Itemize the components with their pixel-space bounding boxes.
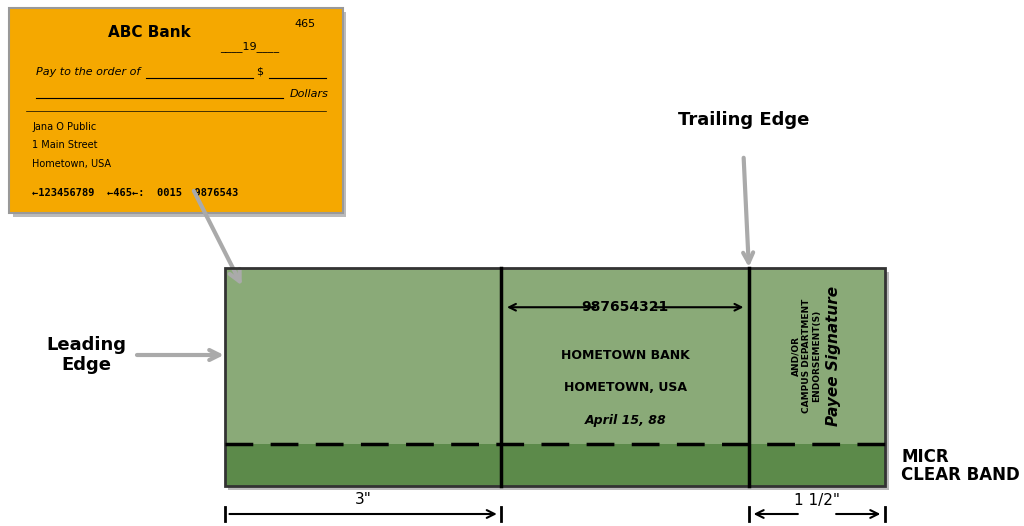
Text: CLEAR BAND: CLEAR BAND (901, 466, 1020, 484)
Bar (225, 268, 885, 486)
Text: Leading
Edge: Leading Edge (46, 336, 126, 375)
Text: Trailing Edge: Trailing Edge (678, 111, 809, 129)
Text: ABC Bank: ABC Bank (108, 25, 190, 40)
Text: Jana O Public: Jana O Public (33, 122, 96, 132)
Text: Pay to the order of: Pay to the order of (36, 67, 140, 77)
Text: 3": 3" (354, 492, 372, 508)
Bar (228, 272, 889, 490)
Text: Payee Signature: Payee Signature (825, 286, 841, 426)
Bar (12, 12, 346, 217)
Text: 1 1/2": 1 1/2" (794, 492, 840, 508)
Text: 987654321: 987654321 (582, 300, 669, 314)
Text: ____19____: ____19____ (220, 42, 279, 53)
Text: ←123456789  ←465←:  0015  9876543: ←123456789 ←465←: 0015 9876543 (33, 187, 239, 197)
Bar (9, 8, 343, 213)
Bar (225, 444, 885, 486)
Text: AND/OR
CAMPUS DEPARTMENT
ENDORSEMENT(S): AND/OR CAMPUS DEPARTMENT ENDORSEMENT(S) (792, 299, 821, 413)
Text: HOMETOWN, USA: HOMETOWN, USA (563, 381, 687, 394)
Text: 1 Main Street: 1 Main Street (33, 140, 98, 150)
Text: $: $ (256, 67, 263, 77)
Bar (225, 268, 885, 444)
Text: April 15, 88: April 15, 88 (585, 414, 666, 427)
Text: 465: 465 (295, 19, 316, 29)
Text: HOMETOWN BANK: HOMETOWN BANK (561, 349, 689, 362)
Text: Hometown, USA: Hometown, USA (33, 159, 112, 169)
Text: Dollars: Dollars (290, 89, 329, 99)
Text: MICR: MICR (901, 448, 949, 466)
